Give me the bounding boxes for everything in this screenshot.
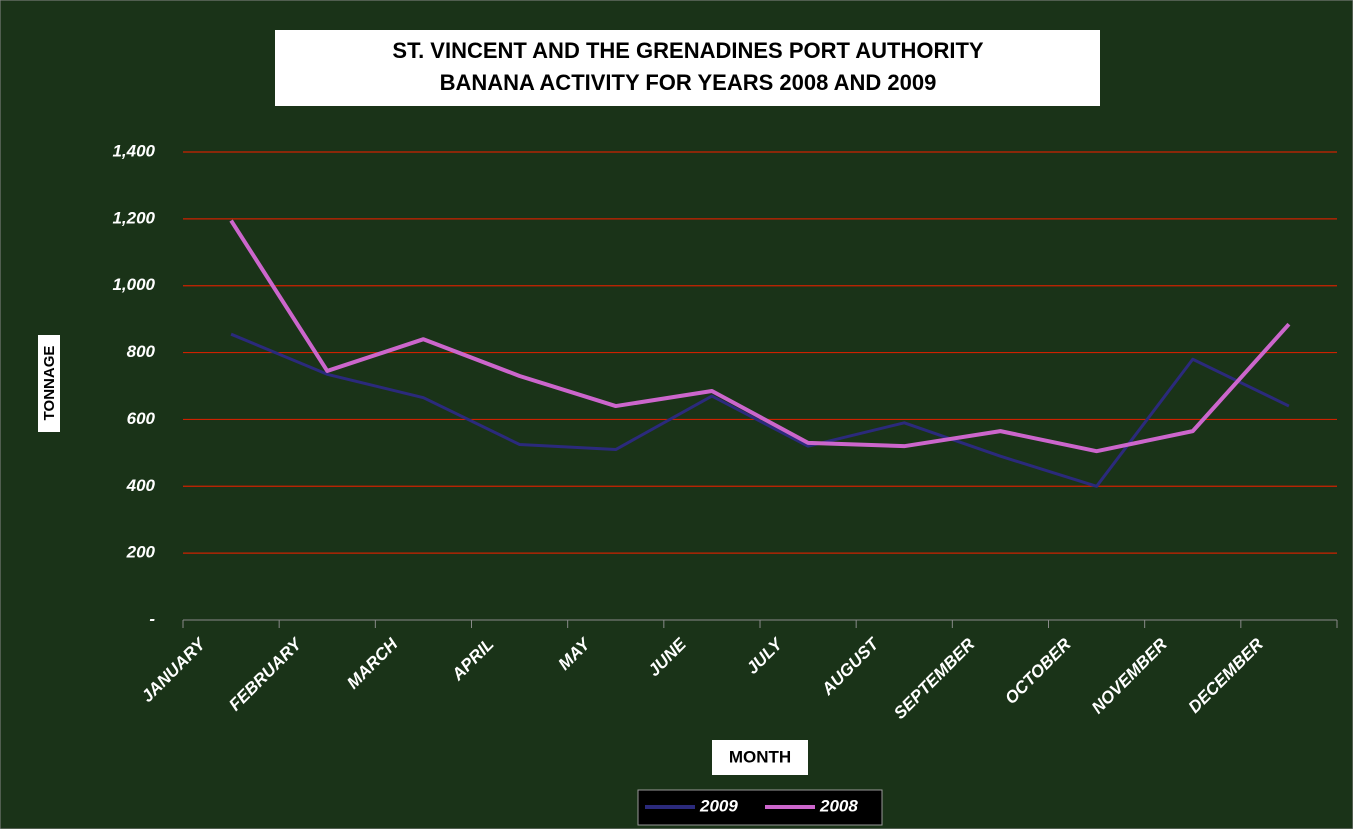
x-label-box	[712, 740, 808, 775]
y-label-box	[38, 335, 60, 432]
y-tick-label: 1,000	[112, 275, 155, 294]
y-tick-label: -	[149, 609, 155, 628]
legend-label: 2008	[819, 796, 858, 815]
y-axis-label: TONNAGE	[41, 346, 58, 421]
y-tick-label: 1,400	[112, 141, 155, 160]
chart-subtitle: BANANA ACTIVITY FOR YEARS 2008 AND 2009	[440, 70, 937, 95]
legend-label: 2009	[699, 796, 738, 815]
y-tick-label: 400	[126, 476, 156, 495]
y-tick-label: 1,200	[112, 208, 155, 227]
y-tick-label: 600	[127, 409, 156, 428]
title-box	[275, 30, 1100, 106]
y-tick-label: 200	[126, 543, 156, 562]
x-axis-label: MONTH	[729, 747, 791, 766]
chart-title: ST. VINCENT AND THE GRENADINES PORT AUTH…	[392, 38, 984, 63]
y-tick-label: 800	[127, 342, 156, 361]
line-2009	[230, 332, 1290, 488]
line-2008	[229, 219, 1291, 454]
